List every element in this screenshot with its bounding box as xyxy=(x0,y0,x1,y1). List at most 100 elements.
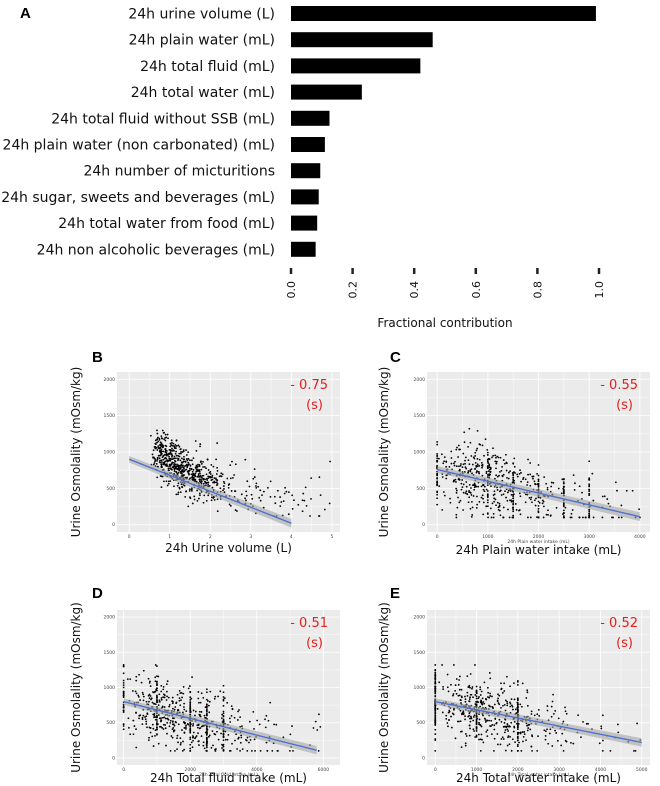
data-point xyxy=(160,684,163,687)
data-point xyxy=(209,473,212,475)
data-point xyxy=(502,459,505,461)
data-point xyxy=(520,750,523,752)
data-point xyxy=(175,701,178,704)
data-point xyxy=(166,433,169,436)
data-point xyxy=(600,727,603,730)
data-point xyxy=(601,750,604,752)
data-point xyxy=(560,744,563,747)
data-point xyxy=(516,743,519,746)
data-point xyxy=(305,504,308,507)
data-point xyxy=(185,726,187,728)
x-tick-label: 2000 xyxy=(184,767,196,773)
data-point xyxy=(562,481,565,484)
data-point xyxy=(434,685,437,688)
data-point xyxy=(512,500,515,503)
data-point xyxy=(177,741,179,744)
data-point xyxy=(197,473,200,475)
data-point xyxy=(532,475,535,478)
x-tick-label: 0.2 xyxy=(347,281,360,299)
data-point xyxy=(494,456,497,459)
data-point xyxy=(468,700,471,703)
data-point xyxy=(182,740,184,743)
data-point xyxy=(527,473,529,476)
data-point xyxy=(265,714,268,717)
data-point xyxy=(141,716,144,719)
data-point xyxy=(158,693,161,696)
data-point xyxy=(620,504,623,507)
data-point xyxy=(122,725,125,727)
data-point xyxy=(513,482,516,484)
data-point xyxy=(434,714,437,717)
data-point xyxy=(158,699,161,702)
y-tick-label: 0 xyxy=(422,755,425,761)
data-point xyxy=(434,695,437,697)
data-point xyxy=(156,432,159,435)
x-axis-title-small: 24h Total water intake (mL) xyxy=(508,772,570,778)
data-point xyxy=(208,700,211,703)
data-point xyxy=(186,722,189,725)
data-point xyxy=(516,739,519,742)
data-point xyxy=(602,739,604,742)
data-point xyxy=(491,723,494,726)
data-point xyxy=(475,716,478,719)
data-point xyxy=(455,513,458,516)
data-point xyxy=(189,701,192,704)
data-point xyxy=(501,474,504,477)
data-point xyxy=(269,480,272,483)
data-point xyxy=(152,702,155,705)
data-point xyxy=(215,748,217,750)
data-point xyxy=(190,459,193,462)
data-point xyxy=(175,447,177,450)
data-point xyxy=(159,475,162,477)
data-point xyxy=(319,725,322,728)
data-point xyxy=(240,493,243,496)
data-point xyxy=(453,479,455,482)
data-point xyxy=(527,727,530,729)
data-point xyxy=(207,494,210,497)
data-point xyxy=(174,720,177,723)
data-point xyxy=(190,741,193,744)
data-point xyxy=(588,460,591,463)
data-point xyxy=(512,516,515,519)
data-point xyxy=(519,469,521,472)
data-point xyxy=(173,724,176,727)
data-point xyxy=(267,486,269,489)
data-point xyxy=(530,713,533,715)
data-point xyxy=(434,692,437,695)
x-axis-title: 24h Urine volume (L) xyxy=(165,541,292,555)
bar-category-label: 24h plain water (mL) xyxy=(129,33,275,49)
data-point xyxy=(494,460,497,463)
data-point xyxy=(504,729,507,731)
data-point xyxy=(303,499,306,502)
data-point xyxy=(476,463,479,466)
data-point xyxy=(156,687,158,690)
data-point xyxy=(205,740,208,743)
data-point xyxy=(158,437,161,440)
data-point xyxy=(189,459,191,462)
data-point xyxy=(152,456,155,459)
data-point xyxy=(210,496,213,499)
data-point xyxy=(166,695,168,698)
data-point xyxy=(205,712,208,715)
data-point xyxy=(512,510,515,513)
x-tick-label: 4 xyxy=(290,534,293,540)
data-point xyxy=(176,693,179,696)
data-point xyxy=(230,714,233,717)
data-point xyxy=(434,675,437,678)
data-point xyxy=(516,735,519,738)
data-point xyxy=(176,484,179,487)
data-point xyxy=(154,680,157,683)
data-point xyxy=(436,473,439,476)
data-point xyxy=(142,699,145,702)
data-point xyxy=(222,750,225,752)
data-point xyxy=(459,730,462,733)
data-point xyxy=(509,736,512,738)
data-point xyxy=(178,699,181,702)
data-point xyxy=(434,664,437,666)
data-point xyxy=(487,516,489,519)
data-point xyxy=(497,693,499,696)
data-point xyxy=(512,508,515,511)
data-point xyxy=(588,488,591,491)
